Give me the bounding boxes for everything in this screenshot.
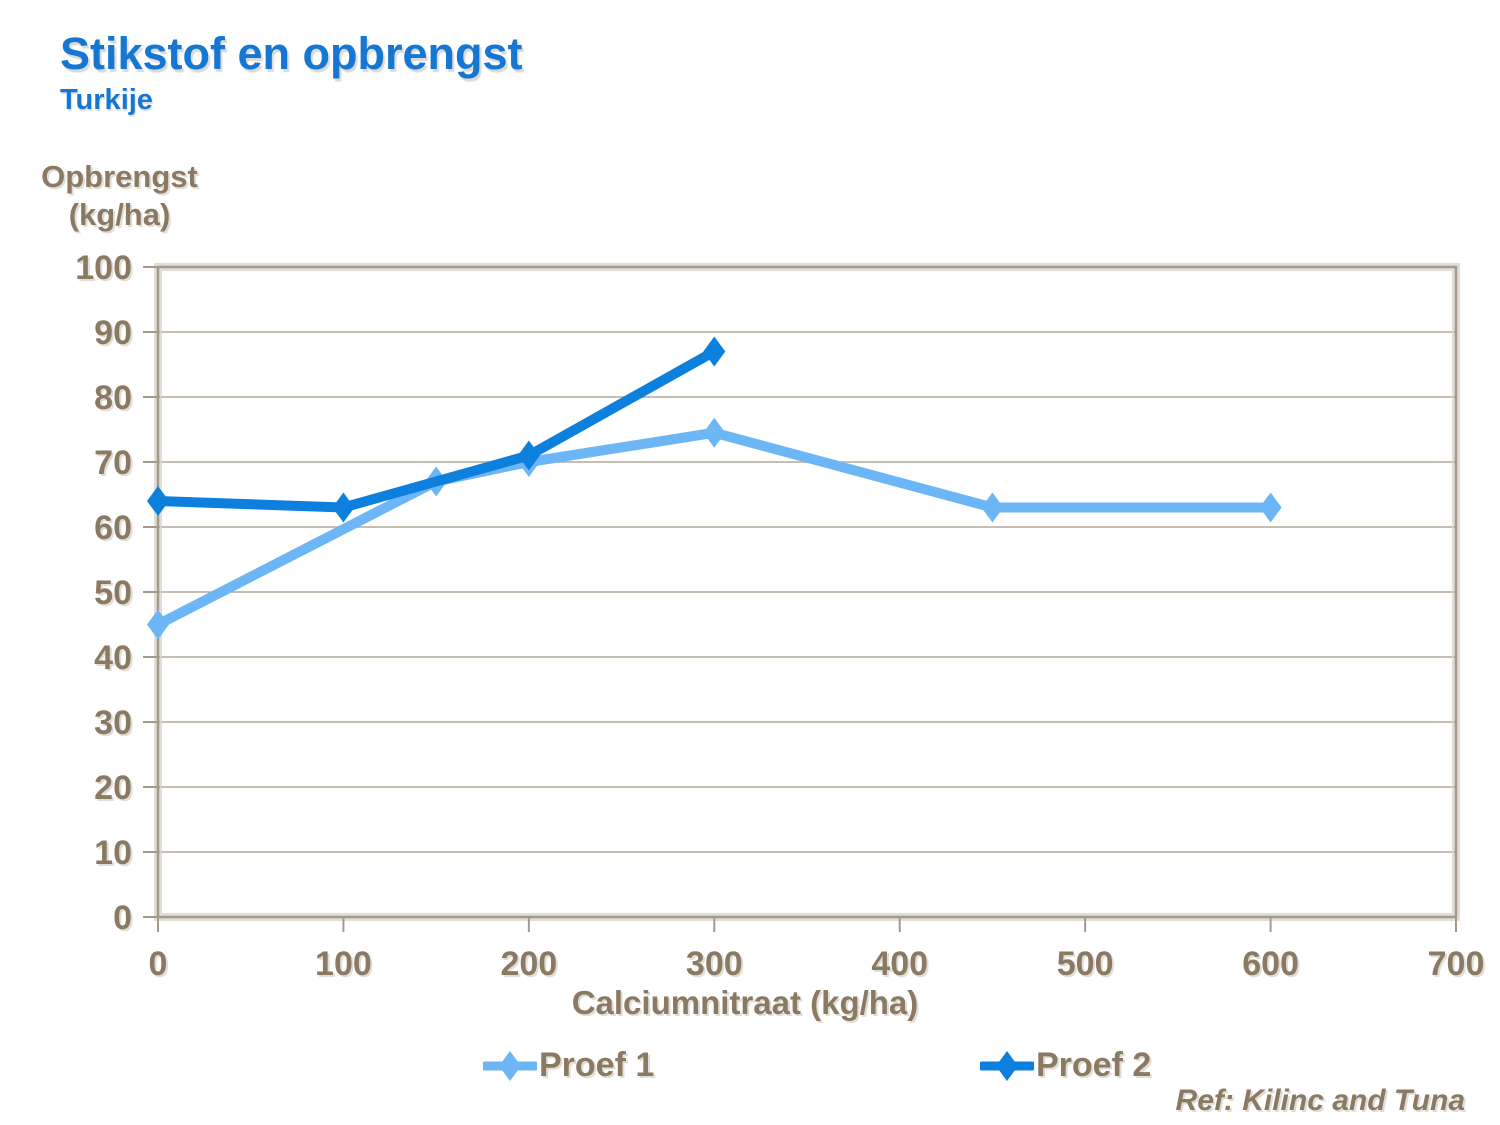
x-axis-title: Calciumnitraat (kg/ha): [571, 984, 919, 1021]
x-tick-label: 700: [1428, 945, 1485, 983]
x-tick-label: 100: [315, 945, 372, 983]
y-tick-label: 70: [94, 444, 132, 482]
y-tick-label: 100: [75, 249, 132, 287]
data-point-marker-proef-2: [517, 440, 540, 471]
axis-ticks: 0 10 20 30 40 50 60 70 80 90 100 0 100 200 300 400 500 60…: [75, 249, 1484, 983]
data-point-marker-proef-1: [981, 492, 1004, 523]
reference-note: Ref: Kilinc and Tuna: [1175, 1084, 1465, 1117]
y-tick-label: 20: [94, 769, 132, 807]
y-axis-title-line1: Opbrengst: [41, 159, 198, 194]
legend-label-proef-2: Proef 2: [1036, 1046, 1152, 1084]
y-tick-label: 80: [94, 379, 132, 417]
data-point-marker-proef-1: [147, 609, 169, 640]
data-point-marker-proef-2: [332, 492, 355, 523]
series-line-proef-1: [153, 427, 1276, 630]
y-axis-title: Opbrengst (kg/ha): [22, 158, 217, 234]
series-proef-1: [147, 417, 1282, 640]
y-tick-label: 0: [113, 899, 132, 937]
data-point-marker-proef-1: [1259, 492, 1282, 523]
y-tick-label: 10: [94, 834, 132, 872]
legend-item-proef-2: Proef 2: [980, 1046, 1151, 1085]
gridlines: [158, 331, 1456, 853]
plot-border-inner-highlight: [160, 269, 1454, 915]
series-line-proef-2: [153, 346, 720, 513]
data-point-marker-proef-2: [147, 486, 169, 516]
series-proef-2: [147, 336, 726, 523]
plot-border-line: [156, 265, 1458, 919]
legend-label-proef-1: Proef 1: [539, 1046, 655, 1084]
data-point-marker-proef-2: [703, 336, 726, 367]
proef-2-line-marker-icon: [980, 1050, 1034, 1081]
proef-1-line-marker-icon: [483, 1050, 537, 1081]
y-tick-label: 30: [94, 704, 132, 742]
x-tick-label: 0: [149, 945, 168, 983]
legend-item-proef-1: Proef 1: [483, 1046, 654, 1085]
chart-title: Stikstof en opbrengst: [60, 28, 523, 79]
y-axis-title-line2: (kg/ha): [68, 197, 171, 232]
x-tick-label: 500: [1057, 945, 1114, 983]
y-tick-label: 40: [94, 639, 132, 677]
x-tick-label: 200: [500, 945, 557, 983]
x-tick-label: 600: [1242, 945, 1299, 983]
chart-subtitle: Turkije: [60, 84, 153, 116]
y-tick-label: 50: [94, 574, 132, 612]
y-tick-label: 60: [94, 509, 132, 547]
y-tick-label: 90: [94, 314, 132, 352]
x-tick-label: 300: [686, 945, 743, 983]
x-tick-label: 400: [871, 945, 928, 983]
data-point-marker-proef-1: [703, 417, 726, 448]
